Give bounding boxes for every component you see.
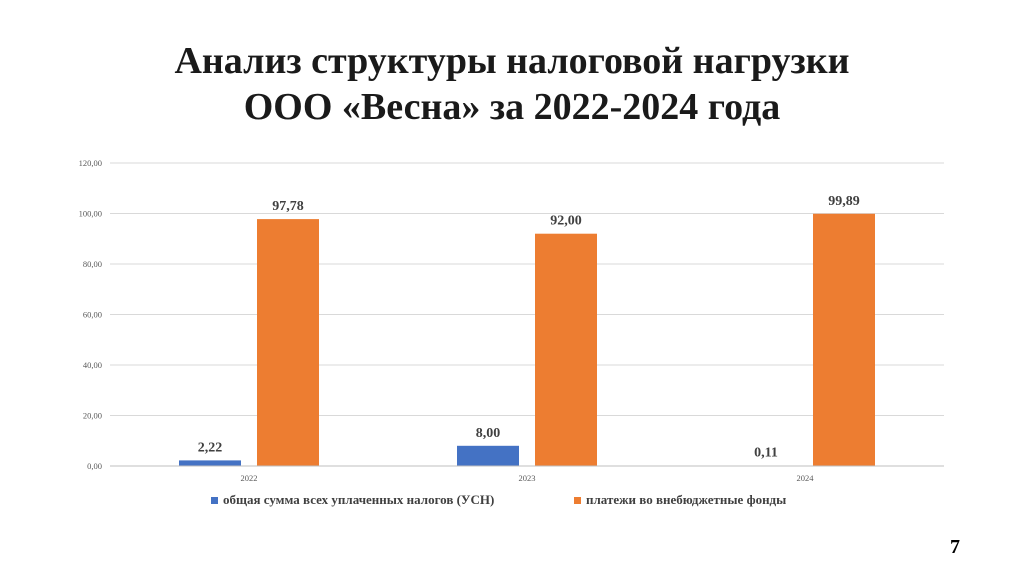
slide-title: Анализ структуры налоговой нагрузки ООО …	[0, 38, 1024, 130]
bar-funds-2024	[813, 213, 875, 466]
data-label: 92,00	[550, 214, 582, 229]
x-tick-label: 2023	[519, 473, 536, 483]
legend-swatch-funds	[574, 497, 581, 504]
y-tick-label: 40,00	[83, 360, 102, 370]
y-tick-label: 20,00	[83, 411, 102, 421]
bar-taxes-2023	[457, 445, 519, 466]
bar-funds-2023	[535, 233, 597, 466]
bar-taxes-2022	[179, 460, 241, 466]
y-tick-label: 60,00	[83, 310, 102, 320]
y-tick-label: 80,00	[83, 259, 102, 269]
data-label: 8,00	[476, 426, 501, 441]
legend-label-taxes: общая сумма всех уплаченных налогов (УСН…	[223, 492, 494, 507]
y-tick-label: 100,00	[79, 209, 102, 219]
x-tick-label: 2024	[797, 473, 815, 483]
slide-title-line-2: ООО «Весна» за 2022-2024 года	[243, 86, 781, 128]
bar-funds-2022	[257, 219, 319, 466]
legend-label-funds: платежи во внебюджетные фонды	[586, 492, 786, 507]
y-tick-label: 0,00	[87, 461, 102, 471]
data-label: 97,78	[272, 199, 304, 214]
legend-swatch-taxes	[211, 497, 218, 504]
slide-title-line-1: Анализ структуры налоговой нагрузки	[174, 40, 850, 82]
slide-number: 7	[950, 536, 960, 558]
data-label: 99,89	[828, 194, 860, 209]
x-tick-label: 2022	[241, 473, 258, 483]
data-label: 0,11	[754, 446, 778, 461]
y-tick-label: 120,00	[79, 158, 102, 168]
data-label: 2,22	[198, 440, 223, 455]
